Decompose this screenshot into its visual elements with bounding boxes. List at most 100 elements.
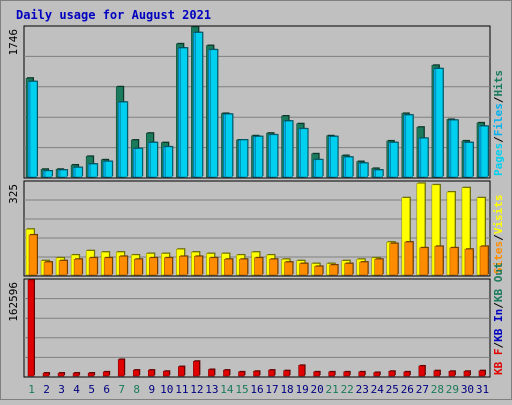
bar-sites-10 — [164, 257, 173, 276]
bar-sites-22 — [344, 263, 353, 276]
bar-pages-31 — [480, 126, 489, 178]
x-tick-label-15: 15 — [235, 383, 248, 396]
bar-pages-16 — [255, 136, 263, 178]
x-tick-label-1: 1 — [28, 383, 35, 396]
bar-sites-27 — [419, 247, 429, 276]
bar-kb-f-31 — [478, 370, 486, 377]
x-tick-label-23: 23 — [356, 383, 369, 396]
bar-sites-9 — [149, 257, 158, 276]
bar-kb-f-27 — [418, 365, 426, 377]
legend-item-visits: Visits — [492, 195, 505, 235]
bar-pages-4 — [74, 167, 83, 178]
bar-pages-17 — [270, 134, 278, 178]
bar-kb-f-2 — [42, 372, 50, 377]
bar-sites-29 — [449, 247, 459, 276]
bar-kb-f-9 — [148, 369, 155, 377]
panel-kbytes: 162596 — [7, 278, 491, 378]
legend-item-pages: Pages — [492, 143, 505, 176]
legend-separator: / — [492, 136, 505, 143]
bar-pages-27 — [420, 138, 429, 178]
x-tick-label-21: 21 — [326, 383, 339, 396]
bar-sites-26 — [404, 241, 414, 276]
legend-kbytes: KB F/KB In/KB Out — [492, 262, 505, 375]
bar-kb-f-7 — [117, 359, 125, 377]
bar-pages-5 — [89, 163, 98, 178]
bar-kb-f-5 — [87, 372, 95, 377]
x-tick-label-4: 4 — [73, 383, 80, 396]
bar-kb-f-6 — [102, 371, 110, 377]
bar-pages-13 — [210, 49, 218, 178]
bar-sites-8 — [133, 259, 143, 276]
bar-sites-5 — [88, 257, 98, 276]
bar-kb-f-4 — [72, 372, 80, 377]
x-tick-label-22: 22 — [341, 383, 354, 396]
bar-sites-1 — [28, 234, 38, 276]
bar-pages-19 — [300, 128, 308, 178]
x-tick-label-16: 16 — [250, 383, 263, 396]
bar-pages-28 — [435, 68, 444, 178]
bar-pages-2 — [44, 170, 53, 178]
bar-pages-10 — [165, 146, 173, 178]
bar-pages-12 — [195, 32, 203, 178]
bar-pages-30 — [465, 142, 474, 178]
bar-sites-25 — [389, 243, 399, 276]
x-tick-label-14: 14 — [220, 383, 234, 396]
bar-kb-f-26 — [403, 371, 411, 377]
bar-kb-f-19 — [298, 365, 305, 377]
bar-kb-f-16 — [253, 371, 260, 377]
bar-pages-23 — [360, 163, 368, 178]
bar-kb-f-8 — [132, 369, 140, 377]
x-tick-label-6: 6 — [103, 383, 110, 396]
panel-frame — [23, 278, 491, 378]
bar-sites-15 — [239, 259, 248, 276]
bar-sites-28 — [434, 246, 444, 276]
legend-separator: / — [492, 234, 505, 241]
bar-sites-18 — [284, 261, 293, 276]
bar-kb-f-22 — [343, 371, 350, 377]
bar-kb-f-3 — [57, 372, 65, 377]
y-max-label: 325 — [7, 184, 20, 204]
legend-item-files: Files — [492, 103, 505, 136]
x-tick-label-7: 7 — [118, 383, 125, 396]
bar-pages-22 — [345, 156, 353, 178]
y-max-label: 1746 — [7, 29, 20, 56]
bar-sites-23 — [359, 261, 368, 276]
bar-pages-8 — [134, 148, 143, 178]
legend-text: Sites/Visits — [492, 195, 505, 275]
bar-pages-25 — [390, 142, 399, 178]
legend-item-hits: Hits — [492, 70, 505, 97]
legend-hits-files-pages: Pages/Files/Hits — [492, 70, 505, 176]
bar-pages-6 — [104, 161, 113, 178]
bar-sites-7 — [118, 256, 128, 276]
bar-kb-f-18 — [283, 370, 290, 377]
bar-pages-24 — [375, 169, 383, 178]
legend-visits-sites: Sites/Visits — [492, 195, 505, 275]
bar-kb-f-17 — [268, 369, 275, 377]
legend-text: KB F/KB In/KB Out — [492, 262, 505, 375]
x-tick-label-8: 8 — [133, 383, 140, 396]
bar-pages-21 — [330, 136, 338, 178]
x-tick-label-12: 12 — [190, 383, 203, 396]
bar-pages-14 — [225, 114, 233, 178]
bar-sites-11 — [179, 256, 188, 276]
x-tick-label-24: 24 — [371, 383, 385, 396]
bar-pages-9 — [150, 142, 158, 178]
legend-item-kb-in: KB In — [492, 309, 505, 342]
bar-sites-21 — [329, 264, 338, 276]
x-tick-label-10: 10 — [160, 383, 173, 396]
bar-kb-f-20 — [313, 371, 320, 377]
bar-sites-20 — [314, 266, 323, 276]
x-tick-label-30: 30 — [461, 383, 474, 396]
legend-item-kb-out: KB Out — [492, 262, 505, 302]
bar-sites-13 — [209, 257, 218, 276]
legend-separator: / — [492, 96, 505, 103]
bar-pages-15 — [240, 139, 248, 178]
bar-kb-f-15 — [238, 371, 245, 377]
panel-visits-sites: 325 — [7, 180, 491, 277]
bar-pages-20 — [315, 159, 323, 178]
x-tick-label-19: 19 — [295, 383, 308, 396]
bar-sites-4 — [73, 259, 83, 276]
y-max-label: 162596 — [7, 282, 20, 322]
